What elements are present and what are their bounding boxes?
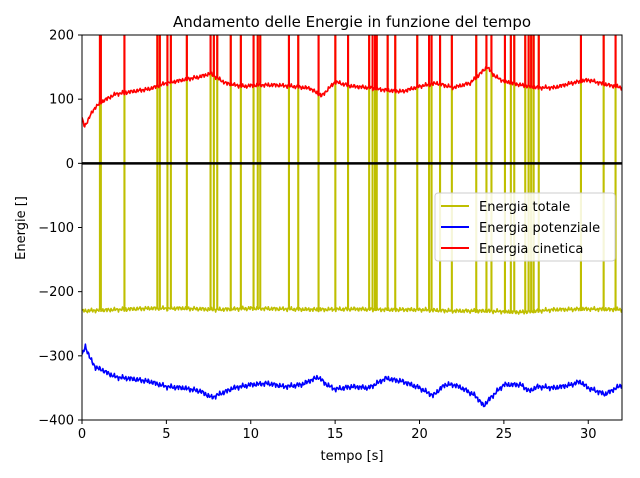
y-tick-label: 100 bbox=[49, 93, 74, 108]
series-line-energia-cinetica bbox=[82, 35, 622, 128]
y-tick-label: −100 bbox=[38, 221, 74, 236]
chart-title: Andamento delle Energie in funzione del … bbox=[173, 13, 531, 31]
x-axis-title: tempo [s] bbox=[320, 449, 383, 464]
y-tick-label: −200 bbox=[38, 285, 74, 300]
x-tick-label: 0 bbox=[78, 427, 86, 442]
x-tick-label: 10 bbox=[242, 427, 259, 442]
x-tick-label: 5 bbox=[162, 427, 170, 442]
legend: Energia totale Energia potenziale Energi… bbox=[434, 192, 616, 262]
series-line-energia-totale bbox=[82, 35, 622, 315]
legend-label-energia-potenziale: Energia potenziale bbox=[479, 221, 600, 236]
y-axis-ticks: −400 −300 −200 −100 0 100 200 bbox=[38, 29, 82, 429]
y-tick-label: 200 bbox=[49, 29, 74, 44]
x-tick-label: 15 bbox=[327, 427, 344, 442]
y-axis-title: Energie [] bbox=[14, 196, 29, 260]
legend-label-energia-cinetica: Energia cinetica bbox=[479, 242, 583, 257]
x-tick-label: 20 bbox=[411, 427, 428, 442]
y-tick-label: 0 bbox=[66, 157, 74, 172]
legend-box bbox=[434, 192, 616, 262]
x-tick-label: 25 bbox=[496, 427, 513, 442]
x-tick-label: 30 bbox=[580, 427, 597, 442]
y-tick-label: −400 bbox=[38, 414, 74, 429]
x-axis-ticks: 0 5 10 15 20 25 30 bbox=[78, 420, 597, 442]
legend-label-energia-totale: Energia totale bbox=[479, 200, 570, 215]
y-tick-label: −300 bbox=[38, 349, 74, 364]
series-layer bbox=[82, 35, 622, 408]
series-line-energia-potenziale bbox=[82, 343, 622, 408]
